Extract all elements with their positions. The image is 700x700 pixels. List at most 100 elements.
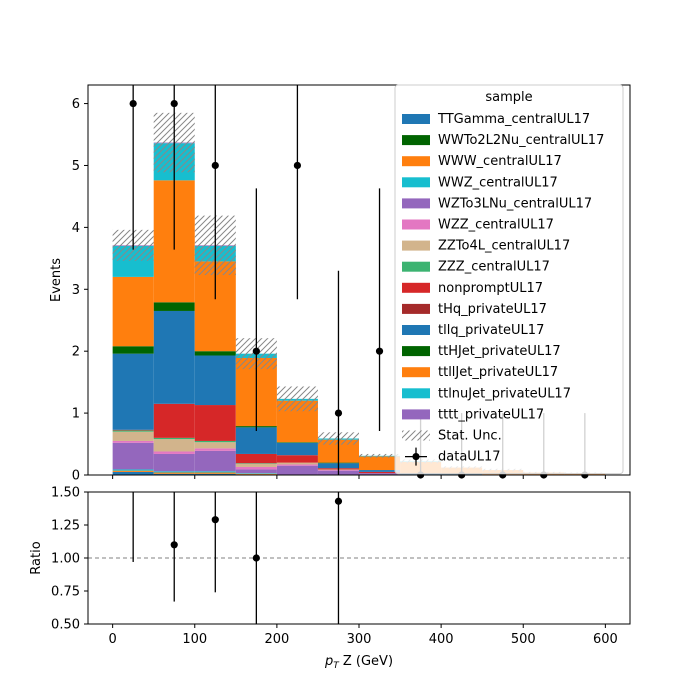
legend-swatch <box>402 346 430 357</box>
data-point <box>170 99 178 108</box>
data-point <box>293 161 302 170</box>
x-tick-label: 100 <box>182 632 207 647</box>
bar-segment <box>276 464 318 466</box>
legend-label: ttllJet_privateUL17 <box>438 365 558 380</box>
legend-title: sample <box>485 90 532 105</box>
bar-segment <box>153 471 195 473</box>
y-tick-label: 4 <box>72 221 80 236</box>
data-point <box>129 99 137 108</box>
bar-segment <box>194 351 236 356</box>
legend-swatch <box>402 367 430 378</box>
bar-segment <box>153 473 195 475</box>
data-point <box>252 347 260 355</box>
x-tick-label: 500 <box>511 632 536 647</box>
ratio-point <box>252 554 260 562</box>
x-tick-label: 0 <box>108 632 116 647</box>
legend-label: ZZZ_centralUL17 <box>438 260 550 275</box>
y-tick-label: 0.50 <box>51 618 80 633</box>
x-tick-label: 400 <box>429 632 454 647</box>
legend-label: WWZ_centralUL17 <box>438 175 558 190</box>
legend-swatch <box>402 261 430 272</box>
y-tick-label: 0 <box>72 469 80 484</box>
ratio-panel: 0.50 0.75 1.00 1.25 1.50 0 100 200 300 400 500 600… <box>29 486 631 671</box>
bar-segment <box>112 346 154 354</box>
bar-segment <box>194 355 236 406</box>
bar-segment <box>276 465 318 475</box>
legend-label: ttlnuJet_privateUL17 <box>438 386 571 401</box>
ratio-y-axis: 0.50 0.75 1.00 1.25 1.50 <box>51 486 88 633</box>
legend-data-marker <box>412 453 420 461</box>
bar-segment <box>153 437 195 440</box>
bar-segment <box>235 469 277 474</box>
bar-segment <box>153 302 195 311</box>
bar-segment <box>112 430 154 432</box>
bar-segment <box>153 310 195 404</box>
main-y-axis: 0 1 2 3 4 5 6 <box>72 97 88 484</box>
ratio-y-axis-label: Ratio <box>29 541 44 574</box>
bar-segment <box>276 442 318 456</box>
bar-segment <box>112 469 154 471</box>
y-tick-label: 3 <box>72 283 80 298</box>
bar-segment <box>112 429 154 431</box>
bar-segment <box>359 456 401 471</box>
y-tick-label: 1.50 <box>51 486 80 501</box>
legend-swatch <box>402 282 430 293</box>
bar-segment <box>112 353 154 430</box>
data-point <box>334 409 343 417</box>
legend-label: WZTo3LNu_centralUL17 <box>438 196 592 211</box>
bar-segment <box>276 455 318 463</box>
legend: sample TTGamma_centralUL17 WWTo2L2Nu_centr… <box>394 84 624 475</box>
ratio-point <box>170 541 178 549</box>
bar-segment <box>235 473 277 475</box>
y-tick-label: 1 <box>72 407 80 422</box>
bar-segment <box>235 453 277 464</box>
bar-segment <box>153 453 195 472</box>
bar-segment <box>235 427 277 454</box>
bar-segment <box>112 471 154 475</box>
legend-label: tHq_privateUL17 <box>438 302 547 317</box>
legend-swatch <box>402 388 430 399</box>
legend-label: tllq_privateUL17 <box>438 323 544 338</box>
legend-swatch <box>402 240 430 251</box>
legend-label: TTGamma_centralUL17 <box>437 112 590 127</box>
legend-label: ZZTo4L_centralUL17 <box>438 239 570 254</box>
bar-segment <box>112 470 154 472</box>
y-tick-label: 2 <box>72 345 80 360</box>
legend-label: WWW_centralUL17 <box>438 154 562 169</box>
bar-segment <box>194 440 236 443</box>
stat-unc-band <box>359 453 401 458</box>
bar-segment <box>153 403 195 438</box>
y-tick-label: 0.75 <box>51 585 80 600</box>
legend-box <box>394 84 624 475</box>
main-x-ticks <box>112 475 606 479</box>
legend-label: WZZ_centralUL17 <box>438 218 554 233</box>
bar-segment <box>194 405 236 441</box>
bar-segment <box>194 450 236 472</box>
legend-label: ttHJet_privateUL17 <box>438 344 561 359</box>
legend-label: nonpromptUL17 <box>438 281 543 296</box>
bar-segment <box>235 463 277 464</box>
data-point <box>375 347 384 355</box>
legend-swatch <box>402 198 430 209</box>
bar-segment <box>112 442 154 470</box>
legend-swatch <box>402 325 430 335</box>
bar-segment <box>235 466 277 470</box>
ratio-x-axis: 0 100 200 300 400 500 600 <box>108 624 618 647</box>
bar-segment <box>359 471 401 474</box>
bar-segment <box>359 470 401 472</box>
legend-swatch <box>402 219 430 230</box>
legend-label: WWTo2L2Nu_centralUL17 <box>438 133 604 148</box>
y-tick-label: 1.25 <box>51 519 80 534</box>
bar-segment <box>194 442 236 449</box>
legend-swatch <box>402 114 430 124</box>
y-tick-label: 1.00 <box>51 552 80 567</box>
legend-label: dataUL17 <box>438 450 501 465</box>
y-tick-label: 6 <box>72 97 80 112</box>
legend-label: Stat. Unc. <box>438 429 502 444</box>
bar-segment <box>112 440 154 443</box>
bar-segment <box>194 471 236 473</box>
bar-segment <box>112 431 154 441</box>
legend-swatch <box>402 303 430 314</box>
x-tick-label: 300 <box>347 632 372 647</box>
